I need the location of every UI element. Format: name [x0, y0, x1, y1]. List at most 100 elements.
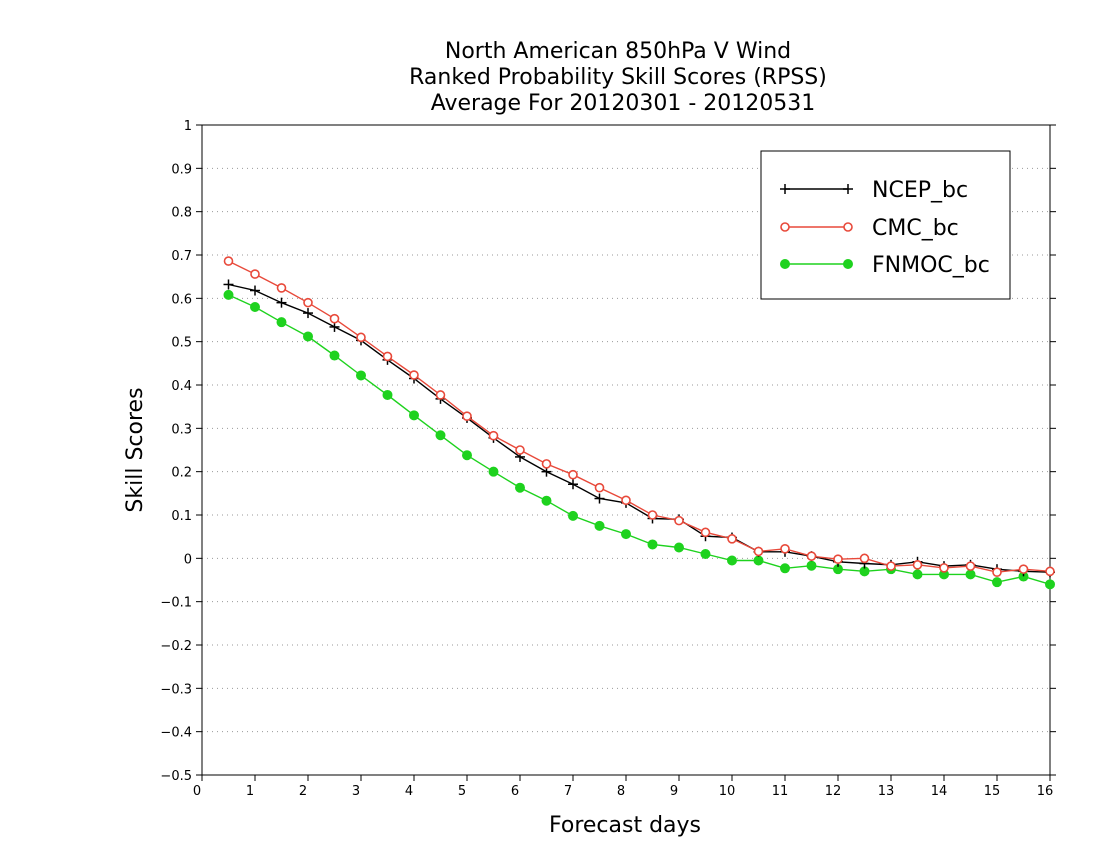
- data-point-ncep-bc: [568, 479, 578, 490]
- data-point-cmc-bc: [329, 313, 340, 324]
- data-point-cmc-bc: [223, 256, 234, 266]
- x-tick-label: 12: [825, 784, 842, 799]
- y-tick-label: 0.6: [171, 292, 192, 307]
- x-axis-title: Forecast days: [549, 813, 701, 838]
- y-tick-label: −0.3: [160, 682, 192, 697]
- data-point-cmc-bc: [382, 351, 393, 362]
- y-tick-label: −0.2: [160, 639, 192, 654]
- series-ncep-bc: [223, 279, 1055, 578]
- data-point-fnmoc-bc: [1045, 579, 1055, 590]
- data-point-cmc-bc: [276, 283, 287, 293]
- series-line-ncep-bc: [228, 283, 1051, 573]
- data-point-cmc-bc: [992, 567, 1002, 578]
- legend-entry-ncep-bc: NCEP_bc: [780, 178, 968, 203]
- data-point-fnmoc-bc: [568, 510, 578, 521]
- data-point-fnmoc-bc: [356, 370, 366, 381]
- y-tick-label: −0.1: [160, 596, 192, 611]
- legend-marker-fnmoc-bc: [780, 259, 790, 269]
- data-point-fnmoc-bc: [329, 350, 340, 361]
- y-tick-label: 0.9: [171, 162, 192, 177]
- x-tick-label: 15: [984, 784, 1001, 799]
- x-tick-label: 3: [352, 784, 360, 799]
- data-point-cmc-bc: [515, 445, 525, 455]
- data-point-ncep-bc: [223, 279, 234, 290]
- data-point-cmc-bc: [568, 469, 578, 480]
- legend-marker-cmc-bc: [843, 222, 853, 232]
- data-point-fnmoc-bc: [647, 539, 658, 550]
- x-tick-label: 16: [1037, 784, 1054, 799]
- y-tick-label: 0.4: [171, 379, 192, 394]
- data-point-cmc-bc: [833, 554, 843, 565]
- legend-marker-ncep-bc: [780, 184, 790, 194]
- x-tick-label: 9: [670, 784, 678, 799]
- y-axis-title: Skill Scores: [123, 387, 148, 512]
- data-point-fnmoc-bc: [303, 331, 313, 342]
- x-tick-label: 5: [458, 784, 466, 799]
- data-point-cmc-bc: [594, 482, 605, 493]
- data-point-fnmoc-bc: [780, 563, 790, 574]
- data-point-fnmoc-bc: [727, 555, 737, 566]
- y-tick-label: 0: [184, 552, 192, 567]
- data-point-fnmoc-bc: [806, 560, 817, 571]
- chart-title: North American 850hPa V Wind Ranked Prob…: [409, 39, 827, 116]
- data-point-cmc-bc: [965, 561, 976, 571]
- data-point-ncep-bc: [276, 297, 287, 308]
- data-point-fnmoc-bc: [674, 542, 684, 553]
- data-point-cmc-bc: [356, 332, 366, 343]
- data-point-fnmoc-bc: [912, 569, 923, 580]
- data-point-fnmoc-bc: [541, 495, 552, 506]
- y-tick-label: 1: [184, 119, 192, 134]
- data-point-ncep-bc: [303, 308, 313, 319]
- data-point-cmc-bc: [674, 515, 684, 526]
- legend-marker-fnmoc-bc: [843, 259, 853, 269]
- x-tick-label: 11: [772, 784, 789, 799]
- legend-label-fnmoc-bc: FNMOC_bc: [872, 253, 990, 278]
- x-tick-label: 0: [193, 784, 201, 799]
- axis-ticks: 1 0.9 0.8 0.7 0.6 0.5 0.4 0.3 0.2 0.1 0 −0.1 −0.2 −0.…: [160, 119, 1056, 799]
- data-point-cmc-bc: [541, 459, 552, 469]
- data-point-fnmoc-bc: [992, 577, 1002, 588]
- x-tick-label: 7: [564, 784, 572, 799]
- data-point-cmc-bc: [435, 390, 446, 400]
- data-point-fnmoc-bc: [753, 555, 764, 566]
- x-tick-label: 13: [878, 784, 895, 799]
- series-line-cmc-bc: [228, 260, 1051, 573]
- data-point-cmc-bc: [753, 546, 764, 557]
- data-point-cmc-bc: [488, 430, 499, 441]
- data-point-cmc-bc: [912, 560, 923, 570]
- legend-box: [760, 150, 1011, 300]
- data-point-cmc-bc: [886, 561, 896, 571]
- data-point-ncep-bc: [594, 493, 605, 504]
- legend: NCEP_bc CMC_bc FNMOC_bc: [760, 150, 1011, 300]
- data-point-fnmoc-bc: [700, 549, 711, 559]
- legend-label-cmc-bc: CMC_bc: [872, 216, 959, 241]
- data-point-fnmoc-bc: [223, 289, 234, 300]
- data-point-cmc-bc: [727, 534, 737, 544]
- data-point-cmc-bc: [1018, 564, 1029, 574]
- y-tick-label: 0.2: [171, 466, 192, 481]
- data-point-fnmoc-bc: [515, 482, 525, 493]
- data-point-ncep-bc: [329, 321, 340, 332]
- legend-entry-fnmoc-bc: FNMOC_bc: [780, 253, 990, 278]
- data-point-cmc-bc: [621, 495, 631, 506]
- data-series: [223, 256, 1055, 590]
- data-point-cmc-bc: [250, 269, 260, 279]
- legend-marker-ncep-bc: [843, 184, 853, 194]
- y-tick-label: 0.8: [171, 206, 192, 221]
- data-point-fnmoc-bc: [435, 430, 446, 441]
- data-point-cmc-bc: [409, 370, 419, 380]
- chart-title-line-3: Average For 20120301 - 20120531: [431, 91, 816, 116]
- data-point-fnmoc-bc: [462, 450, 472, 461]
- data-point-cmc-bc: [780, 543, 790, 554]
- data-point-cmc-bc: [700, 527, 711, 538]
- data-point-fnmoc-bc: [621, 529, 631, 540]
- data-point-fnmoc-bc: [409, 410, 419, 421]
- series-line-fnmoc-bc: [228, 294, 1051, 585]
- data-point-fnmoc-bc: [965, 569, 976, 580]
- x-tick-label: 14: [931, 784, 948, 799]
- data-point-fnmoc-bc: [594, 520, 605, 531]
- y-tick-label: 0.7: [171, 249, 192, 264]
- x-tick-label: 8: [617, 784, 625, 799]
- data-point-cmc-bc: [859, 553, 870, 564]
